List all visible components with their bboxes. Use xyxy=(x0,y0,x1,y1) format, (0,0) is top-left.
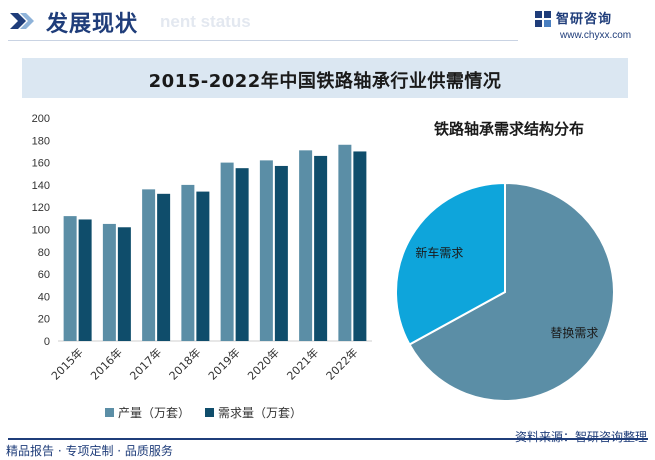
pie-slice-new-car xyxy=(395,181,506,346)
x-tick-label: 2020年 xyxy=(245,345,282,382)
x-tick-label: 2016年 xyxy=(88,345,125,382)
pie-slice-replacement xyxy=(408,181,615,402)
y-tick-label: 100 xyxy=(32,225,50,237)
bar-demand xyxy=(157,193,171,341)
bar-demand xyxy=(235,168,249,341)
x-tick-label: 2019年 xyxy=(205,345,242,382)
brand-url: www.chyxx.com xyxy=(560,30,632,41)
section-header: 发展现状 nent status xyxy=(0,0,655,44)
pie-chart-title: 铁路轴承需求结构分布 xyxy=(433,120,584,138)
bar-production xyxy=(102,223,116,341)
pie-label-new-car: 新车需求 xyxy=(415,245,463,260)
y-tick-label: 40 xyxy=(38,291,50,303)
bar-production xyxy=(338,144,352,341)
bar-demand xyxy=(314,155,328,341)
y-tick-label: 160 xyxy=(32,158,50,170)
chart-title-band: 2015-2022年中国铁路轴承行业供需情况 xyxy=(22,58,628,98)
y-tick-label: 60 xyxy=(38,269,50,281)
bar-production xyxy=(299,150,313,341)
y-tick-label: 80 xyxy=(38,247,50,259)
pie-chart: 替换需求 新车需求 xyxy=(395,181,615,402)
legend-swatch-production xyxy=(105,408,114,417)
y-tick-label: 140 xyxy=(32,180,50,192)
bar-demand xyxy=(196,191,210,341)
y-tick-label: 200 xyxy=(32,113,50,125)
legend-item-demand: 需求量（万套） xyxy=(205,404,302,421)
pie-label-replacement: 替换需求 xyxy=(550,326,598,340)
bar-demand xyxy=(117,227,131,341)
chart-title: 2015-2022年中国铁路轴承行业供需情况 xyxy=(148,71,502,92)
y-tick-label: 180 xyxy=(32,135,50,147)
x-tick-label: 2021年 xyxy=(284,345,321,382)
brand-logo: 智研咨询 www.chyxx.com xyxy=(534,8,654,46)
section-title: 发展现状 xyxy=(46,12,139,37)
header-divider xyxy=(8,40,518,41)
bar-demand xyxy=(274,165,288,341)
bar-production xyxy=(259,160,273,341)
brand-logo-icon xyxy=(535,11,551,27)
legend-label-production: 产量（万套） xyxy=(118,406,191,420)
x-tick-label: 2015年 xyxy=(48,345,85,382)
brand-name: 智研咨询 xyxy=(556,12,613,27)
double-chevron-icon xyxy=(10,13,34,29)
section-subtitle-ghost: nent status xyxy=(160,12,251,31)
bar-production xyxy=(142,189,156,341)
bar-demand xyxy=(353,151,367,341)
source-note: 资料来源：智研咨询整理 xyxy=(514,430,647,444)
footer-divider xyxy=(8,438,648,440)
footer-slogan: 精品报告 · 专项定制 · 品质服务 xyxy=(6,444,173,458)
bar-production xyxy=(63,216,77,341)
y-tick-label: 20 xyxy=(38,314,50,326)
legend-swatch-demand xyxy=(205,408,214,417)
x-tick-label: 2017年 xyxy=(127,345,164,382)
bar-demand xyxy=(78,219,92,341)
bar-production xyxy=(220,162,234,341)
x-tick-label: 2022年 xyxy=(323,345,360,382)
y-tick-label: 120 xyxy=(32,202,50,214)
legend-item-production: 产量（万套） xyxy=(105,404,190,421)
x-tick-label: 2018年 xyxy=(166,345,203,382)
bar-production xyxy=(181,184,195,341)
y-tick-label: 0 xyxy=(44,336,50,348)
legend-label-demand: 需求量（万套） xyxy=(218,406,303,420)
